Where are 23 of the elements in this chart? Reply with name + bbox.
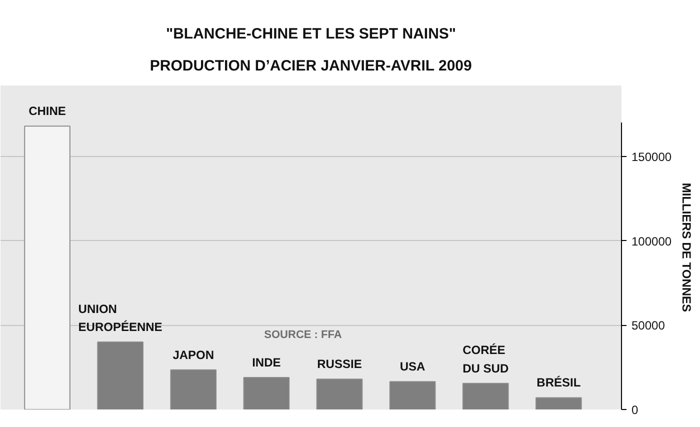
- bar: [243, 376, 290, 410]
- chart-title: "BLANCHE-CHINE ET LES SEPT NAINS": [166, 26, 456, 42]
- y-tick-label: 50000: [632, 318, 666, 333]
- bar: [316, 378, 363, 410]
- bar: [462, 382, 509, 410]
- x-tick-label: UNION EUROPÉENNE: [78, 302, 162, 334]
- x-tick-label: RUSSIE: [317, 357, 362, 372]
- y-tick-label: 150000: [632, 150, 672, 164]
- x-tick-label: CHINE: [28, 104, 66, 118]
- x-tick-label: CORÉE DU SUD: [462, 343, 509, 376]
- bar: [170, 369, 217, 410]
- y-tick-label: 100000: [632, 234, 672, 248]
- y-axis-title: MILLIERS DE TONNES: [680, 182, 694, 312]
- x-tick-label: USA: [400, 360, 426, 374]
- bar: [389, 381, 436, 410]
- x-tick-label: BRÉSIL: [536, 376, 581, 390]
- x-tick-label: JAPON: [172, 348, 214, 362]
- y-tick-label: 0: [632, 403, 638, 417]
- chart-subtitle: PRODUCTION D’ACIER JANVIER-AVRIL 2009: [150, 58, 472, 74]
- bar: [536, 397, 582, 410]
- x-tick-label: INDE: [252, 355, 281, 370]
- bar: [97, 342, 144, 410]
- annotation: SOURCE : FFA: [264, 329, 342, 342]
